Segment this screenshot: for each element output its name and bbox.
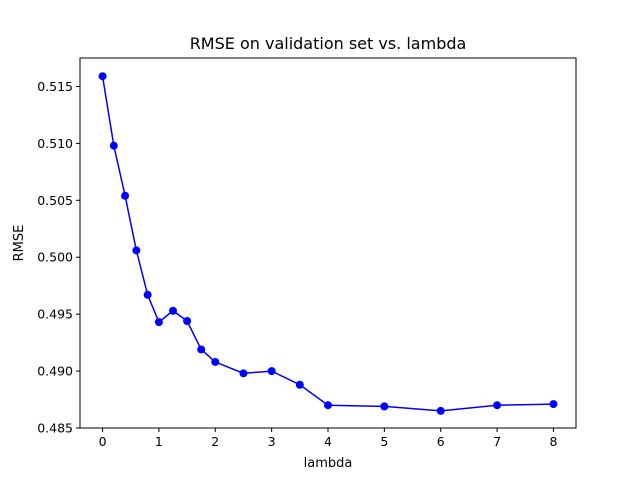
- y-tick-label: 0.490: [37, 364, 73, 379]
- x-tick-label: 5: [380, 434, 388, 449]
- data-point: [295, 380, 304, 389]
- data-point: [169, 306, 177, 315]
- data-point: [143, 290, 152, 299]
- x-axis-label: lambda: [304, 456, 353, 471]
- data-point: [267, 367, 276, 376]
- data-point: [493, 401, 502, 410]
- y-tick-label: 0.485: [37, 421, 73, 436]
- x-tick-label: 1: [155, 434, 163, 449]
- y-axis: 0.485 0.490 0.495 0.500 0.505 0.510 0.515: [37, 79, 80, 436]
- y-tick-label: 0.495: [37, 307, 73, 322]
- plot-frame: [79, 57, 577, 429]
- data-point: [380, 402, 389, 411]
- data-point: [154, 318, 163, 327]
- series-line: [101, 76, 554, 412]
- x-tick-label: 8: [549, 434, 557, 449]
- data-point: [121, 191, 130, 200]
- x-tick-label: 4: [324, 434, 332, 449]
- data-point: [211, 357, 220, 366]
- x-tick-label: 3: [268, 434, 276, 449]
- x-tick-label: 0: [99, 434, 107, 449]
- y-tick-label: 0.515: [37, 79, 73, 94]
- plot-area: 0 1 2 3 4 5 6 7 8 0.485 0.490 0.495 0.500 0.505 0.510…: [37, 57, 577, 449]
- data-point: [197, 345, 206, 354]
- data-point: [183, 316, 192, 325]
- data-point: [549, 400, 558, 409]
- x-tick-label: 2: [211, 434, 219, 449]
- data-point: [436, 406, 445, 415]
- y-tick-label: 0.505: [37, 193, 73, 208]
- y-tick-label: 0.500: [37, 250, 73, 265]
- data-point: [109, 141, 118, 150]
- data-point: [324, 401, 332, 410]
- y-tick-label: 0.510: [37, 136, 73, 151]
- data-point: [98, 72, 107, 81]
- data-point: [132, 246, 141, 255]
- series-layer: [98, 72, 558, 415]
- x-axis: 0 1 2 3 4 5 6 7 8: [99, 428, 557, 449]
- y-axis-label: RMSE: [12, 225, 27, 262]
- data-point: [239, 369, 248, 378]
- x-tick-label: 6: [437, 434, 445, 449]
- chart-title: RMSE on validation set vs. lambda: [190, 34, 467, 53]
- x-tick-label: 7: [493, 434, 501, 449]
